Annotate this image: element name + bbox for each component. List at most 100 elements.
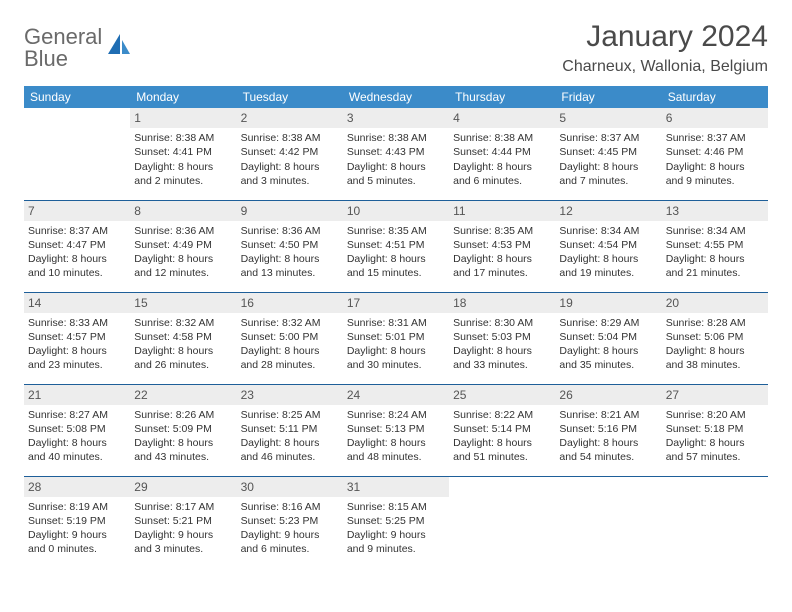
calendar-day-cell: 31Sunrise: 8:15 AMSunset: 5:25 PMDayligh… [343,476,449,568]
sunrise-text: Sunrise: 8:32 AM [134,316,232,330]
day-number: 19 [555,293,661,313]
daylight-text: and 6 minutes. [241,542,339,556]
sunrise-text: Sunrise: 8:38 AM [453,131,551,145]
sunrise-text: Sunrise: 8:38 AM [347,131,445,145]
daylight-text: Daylight: 8 hours [134,160,232,174]
calendar-week-row: 28Sunrise: 8:19 AMSunset: 5:19 PMDayligh… [24,476,768,568]
daylight-text: Daylight: 8 hours [347,436,445,450]
calendar-day-cell: 13Sunrise: 8:34 AMSunset: 4:55 PMDayligh… [662,200,768,292]
calendar-day-cell: 26Sunrise: 8:21 AMSunset: 5:16 PMDayligh… [555,384,661,476]
calendar-day-cell: 15Sunrise: 8:32 AMSunset: 4:58 PMDayligh… [130,292,236,384]
page: General Blue January 2024 Charneux, Wall… [0,0,792,588]
sunset-text: Sunset: 5:08 PM [28,422,126,436]
day-number: 9 [237,201,343,221]
daylight-text: and 38 minutes. [666,358,764,372]
daylight-text: Daylight: 8 hours [347,344,445,358]
sunrise-text: Sunrise: 8:17 AM [134,500,232,514]
sunset-text: Sunset: 4:47 PM [28,238,126,252]
day-number: 5 [555,108,661,128]
header: General Blue January 2024 Charneux, Wall… [24,20,768,76]
calendar-day-cell: 18Sunrise: 8:30 AMSunset: 5:03 PMDayligh… [449,292,555,384]
calendar-day-cell: 20Sunrise: 8:28 AMSunset: 5:06 PMDayligh… [662,292,768,384]
sunrise-text: Sunrise: 8:28 AM [666,316,764,330]
location-text: Charneux, Wallonia, Belgium [562,58,768,76]
day-number: 3 [343,108,449,128]
daylight-text: and 28 minutes. [241,358,339,372]
daylight-text: and 10 minutes. [28,266,126,280]
daylight-text: Daylight: 8 hours [559,252,657,266]
day-header: Sunday [24,86,130,108]
calendar-day-cell: 12Sunrise: 8:34 AMSunset: 4:54 PMDayligh… [555,200,661,292]
sunrise-text: Sunrise: 8:38 AM [241,131,339,145]
daylight-text: and 9 minutes. [347,542,445,556]
calendar-day-cell: 28 Sunrise: 8:19 AMSunset: 5:19 PMDayligh… [24,476,130,568]
calendar-day-cell: 14Sunrise: 8:33 AMSunset: 4:57 PMDayligh… [24,292,130,384]
day-number: 13 [662,201,768,221]
brand-logo: General Blue [24,26,132,70]
sunset-text: Sunset: 4:42 PM [241,145,339,159]
sunset-text: Sunset: 5:04 PM [559,330,657,344]
sunset-text: Sunset: 5:13 PM [347,422,445,436]
calendar-day-cell [662,476,768,568]
day-number: 22 [130,385,236,405]
sunrise-text: Sunrise: 8:20 AM [666,408,764,422]
daylight-text: Daylight: 8 hours [453,344,551,358]
day-number: 28 [24,477,130,497]
calendar-day-cell: 5Sunrise: 8:37 AMSunset: 4:45 PMDaylight… [555,108,661,200]
daylight-text: Daylight: 8 hours [666,436,764,450]
day-number: 1 [130,108,236,128]
sunrise-text: Sunrise: 8:29 AM [559,316,657,330]
daylight-text: Daylight: 8 hours [453,436,551,450]
daylight-text: and 19 minutes. [559,266,657,280]
day-number: 29 [130,477,236,497]
daylight-text: Daylight: 8 hours [134,344,232,358]
sunset-text: Sunset: 4:57 PM [28,330,126,344]
sunrise-text: Sunrise: 8:24 AM [347,408,445,422]
day-number: 26 [555,385,661,405]
daylight-text: Daylight: 8 hours [241,160,339,174]
day-header: Monday [130,86,236,108]
calendar-day-cell: 9Sunrise: 8:36 AMSunset: 4:50 PMDaylight… [237,200,343,292]
calendar-day-cell [555,476,661,568]
sunrise-text: Sunrise: 8:15 AM [347,500,445,514]
daylight-text: and 7 minutes. [559,174,657,188]
day-number: 8 [130,201,236,221]
sunrise-text: Sunrise: 8:35 AM [453,224,551,238]
calendar-day-cell [449,476,555,568]
calendar-day-cell: 10Sunrise: 8:35 AMSunset: 4:51 PMDayligh… [343,200,449,292]
calendar-week-row: 1Sunrise: 8:38 AMSunset: 4:41 PMDaylight… [24,108,768,200]
daylight-text: Daylight: 8 hours [134,436,232,450]
daylight-text: and 3 minutes. [241,174,339,188]
daylight-text: Daylight: 8 hours [453,252,551,266]
daylight-text: and 46 minutes. [241,450,339,464]
sunrise-text: Sunrise: 8:33 AM [28,316,126,330]
sunrise-text: Sunrise: 8:21 AM [559,408,657,422]
day-header: Saturday [662,86,768,108]
day-number: 15 [130,293,236,313]
daylight-text: Daylight: 8 hours [241,344,339,358]
sunrise-text: Sunrise: 8:36 AM [241,224,339,238]
daylight-text: Daylight: 9 hours [241,528,339,542]
daylight-text: and 13 minutes. [241,266,339,280]
sunset-text: Sunset: 5:06 PM [666,330,764,344]
daylight-text: Daylight: 9 hours [347,528,445,542]
day-header-row: Sunday Monday Tuesday Wednesday Thursday… [24,86,768,108]
sunrise-text: Sunrise: 8:26 AM [134,408,232,422]
calendar-table: Sunday Monday Tuesday Wednesday Thursday… [24,86,768,568]
daylight-text: and 26 minutes. [134,358,232,372]
calendar-day-cell: 4Sunrise: 8:38 AMSunset: 4:44 PMDaylight… [449,108,555,200]
sunrise-text: Sunrise: 8:34 AM [559,224,657,238]
day-number: 2 [237,108,343,128]
daylight-text: Daylight: 9 hours [28,528,126,542]
calendar-day-cell: 11Sunrise: 8:35 AMSunset: 4:53 PMDayligh… [449,200,555,292]
sunset-text: Sunset: 5:19 PM [28,514,126,528]
sunrise-text: Sunrise: 8:36 AM [134,224,232,238]
sunset-text: Sunset: 5:03 PM [453,330,551,344]
daylight-text: Daylight: 8 hours [134,252,232,266]
calendar-day-cell: 19Sunrise: 8:29 AMSunset: 5:04 PMDayligh… [555,292,661,384]
daylight-text: and 21 minutes. [666,266,764,280]
title-block: January 2024 Charneux, Wallonia, Belgium [562,20,768,76]
sunrise-text: Sunrise: 8:19 AM [28,500,126,514]
day-number: 10 [343,201,449,221]
daylight-text: and 33 minutes. [453,358,551,372]
